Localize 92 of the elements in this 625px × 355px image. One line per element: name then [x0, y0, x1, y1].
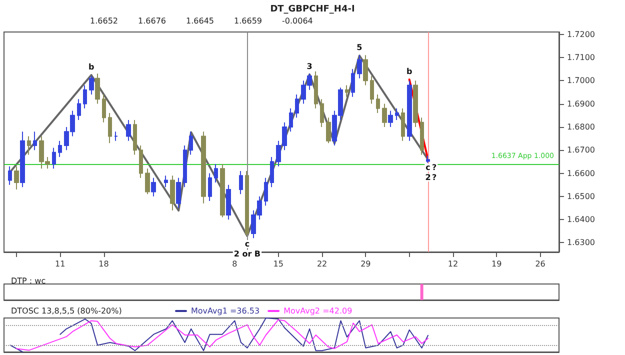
- candlestick: [126, 120, 131, 142]
- y-tick-label: 1.6800: [567, 122, 595, 132]
- y-tick-label: 1.6300: [567, 238, 595, 248]
- chart-title: DT_GBPCHF_H4-I: [270, 4, 355, 14]
- chart-title: DTOSC 13,8,5,5 (80%-20%): [11, 306, 122, 316]
- candlestick: [382, 103, 387, 128]
- candlestick: [208, 172, 212, 202]
- annotation: b: [406, 66, 412, 76]
- candlestick: [151, 177, 156, 197]
- candlestick: [114, 131, 118, 142]
- candlestick: [77, 98, 81, 120]
- annotation: 2: [425, 173, 431, 182]
- annotation: b: [88, 62, 94, 72]
- candlestick: [239, 170, 243, 195]
- candlestick: [89, 76, 94, 96]
- legend-label: MovAvg1 =36.53: [191, 306, 260, 316]
- y-tick-label: 1.7000: [567, 76, 595, 86]
- y-tick-label: 1.6600: [567, 168, 595, 178]
- text: 1.6645: [186, 16, 214, 26]
- candlestick: [388, 110, 393, 128]
- x-tick-label: 29: [360, 260, 371, 268]
- x-tick-label: 26: [535, 260, 546, 268]
- annotation: 5: [356, 43, 363, 52]
- candlestick: [401, 108, 405, 142]
- annotation: ?: [432, 163, 437, 172]
- candlestick: [189, 131, 193, 156]
- candlestick: [420, 117, 424, 156]
- candlestick: [52, 147, 56, 170]
- candlestick: [183, 144, 187, 188]
- text: -0.0064: [282, 16, 313, 26]
- y-tick-label: 1.6500: [567, 192, 595, 201]
- candlestick: [139, 144, 143, 178]
- candlestick: [245, 170, 249, 236]
- candlestick: [14, 166, 19, 190]
- candlestick: [102, 94, 106, 123]
- candlestick: [20, 131, 25, 188]
- candlestick: [108, 112, 112, 144]
- candlestick: [295, 94, 299, 118]
- candlestick: [326, 117, 331, 144]
- y-tick-label: 1.7100: [567, 52, 595, 62]
- candlestick: [413, 80, 418, 128]
- candlestick: [176, 177, 181, 208]
- annotation: 3: [306, 62, 312, 71]
- x-tick-label: 8: [232, 260, 238, 268]
- candlestick: [58, 140, 62, 158]
- candlestick: [226, 184, 231, 220]
- x-tick-label: 18: [98, 260, 109, 268]
- candlestick: [370, 76, 374, 104]
- candlestick: [170, 175, 175, 211]
- x-tick-label: 12: [448, 260, 458, 268]
- x-tick-label: 19: [492, 260, 502, 268]
- candlestick: [351, 68, 355, 98]
- candlestick: [407, 80, 412, 142]
- y-tick-label: 1.6900: [567, 99, 595, 108]
- text: 1.6676: [138, 16, 166, 26]
- candlestick: [345, 84, 349, 98]
- text: 1.6652: [90, 16, 118, 26]
- annotation: c: [426, 163, 431, 172]
- candlestick: [164, 175, 168, 188]
- candlestick: [357, 54, 362, 79]
- text: 1.6659: [234, 16, 262, 26]
- candlestick: [395, 108, 399, 120]
- candlestick: [264, 177, 268, 206]
- candlestick: [314, 70, 318, 109]
- candlestick: [320, 98, 324, 128]
- annotation: c: [244, 240, 250, 249]
- y-tick-label: 1.6400: [567, 215, 595, 224]
- candlestick: [133, 120, 137, 156]
- y-tick-label: 1.6700: [567, 146, 595, 155]
- chart-title: DTP : wc: [11, 276, 46, 286]
- x-tick-label: 11: [55, 260, 66, 268]
- annotation: ?: [432, 173, 437, 182]
- candlestick: [289, 108, 293, 132]
- candlestick: [363, 54, 368, 86]
- line-series: [9, 54, 430, 238]
- candlestick: [270, 156, 274, 188]
- candlestick: [214, 164, 218, 184]
- candlestick: [8, 166, 12, 186]
- legend-label: MovAvg2 =42.09: [284, 306, 352, 316]
- candlestick: [426, 155, 430, 164]
- candlestick: [27, 136, 31, 156]
- candlestick: [376, 94, 380, 114]
- y-tick-label: 1.7200: [567, 30, 595, 39]
- candlestick: [95, 73, 100, 104]
- x-tick-label: 15: [273, 260, 284, 268]
- candlestick: [201, 131, 206, 204]
- candlestick: [145, 168, 150, 195]
- candlestick: [83, 84, 87, 109]
- x-tick-label: 22: [316, 260, 328, 268]
- annotation: 2 or B: [234, 250, 261, 259]
- candlestick: [220, 164, 225, 218]
- candlestick: [33, 131, 37, 151]
